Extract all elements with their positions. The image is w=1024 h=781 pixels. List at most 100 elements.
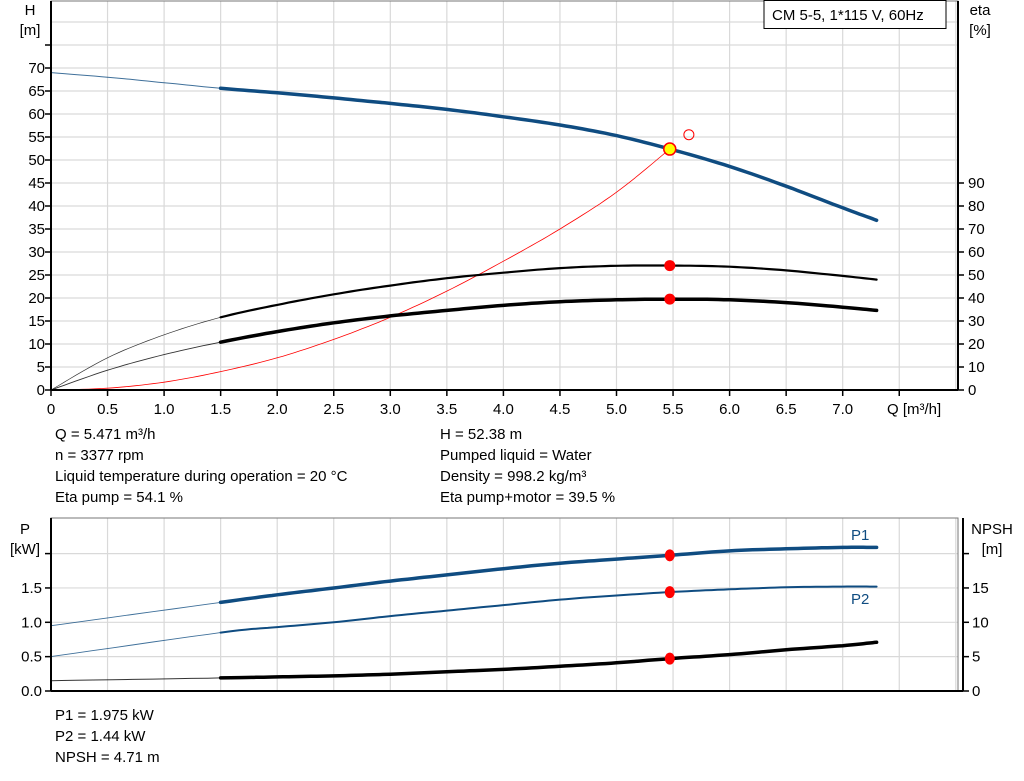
top-grid	[51, 1, 958, 390]
p-tick-label: 1.0	[21, 614, 42, 631]
h-axis-name: H	[25, 2, 36, 19]
eta-tick-label: 70	[968, 221, 985, 238]
h-tick-label: 40	[28, 198, 45, 215]
npsh-tick-label: 5	[972, 649, 980, 666]
h-tick-label: 50	[28, 152, 45, 169]
npsh-duty-marker	[664, 652, 675, 665]
p2-duty-marker	[664, 586, 675, 599]
head-curve-extrapolated	[50, 72, 221, 89]
h-tick-label: 45	[28, 175, 45, 192]
eta-tick-label: 0	[968, 382, 976, 399]
eta-pump-motor-duty-marker	[664, 293, 676, 305]
chart-title: CM 5-5, 1*115 V, 60Hz	[772, 7, 924, 24]
info-pumped-liquid: Pumped liquid = Water	[440, 447, 592, 464]
p1-series-label: P1	[851, 527, 869, 544]
x-tick-label: 0.5	[97, 401, 118, 418]
eta-pump-motor-curve-extrapolated	[50, 341, 221, 391]
eta-pump-motor-curve	[218, 297, 879, 344]
x-tick-label: 2.0	[267, 401, 288, 418]
info-flow: Q = 5.471 m³/h	[55, 426, 156, 443]
info-bottom: P1 = 1.975 kW P2 = 1.44 kW NPSH = 4.71 m	[55, 705, 160, 768]
info-eta-pump-motor: Eta pump+motor = 39.5 %	[440, 489, 616, 506]
p-tick-label: 1.5	[21, 580, 42, 597]
info-p2: P2 = 1.44 kW	[55, 728, 146, 745]
legend-box: CM 5-5, 1*115 V, 60Hz	[763, 0, 947, 29]
info-p1: P1 = 1.975 kW	[55, 707, 154, 724]
h-tick-label: 65	[28, 83, 45, 100]
p-axis-name: P	[20, 521, 30, 538]
h-tick-label: 30	[28, 244, 45, 261]
eta-tick-label: 20	[968, 336, 985, 353]
info-left: Q = 5.471 m³/h n = 3377 rpm Liquid tempe…	[55, 424, 347, 508]
h-tick-label: 0	[37, 382, 45, 399]
duty-point-marker	[663, 142, 677, 156]
q-axis-label: Q [m³/h]	[887, 401, 941, 418]
info-head: H = 52.38 m	[440, 426, 523, 443]
npsh-curve	[218, 640, 879, 680]
requested-point-marker	[683, 129, 695, 141]
npsh-curve-extrapolated	[50, 677, 221, 682]
info-npsh: NPSH = 4.71 m	[55, 749, 160, 766]
h-tick-label: 15	[28, 313, 45, 330]
h-tick-label: 25	[28, 267, 45, 284]
eta-tick-label: 90	[968, 175, 985, 192]
h-tick-label: 35	[28, 221, 45, 238]
eta-axis-name: eta	[970, 2, 992, 19]
h-tick-label: 20	[28, 290, 45, 307]
x-tick-label: 1.0	[154, 401, 175, 418]
p-axis-unit: [kW]	[10, 541, 40, 558]
p1-curve	[218, 545, 879, 605]
x-tick-label: 4.5	[550, 401, 571, 418]
tick-labels: 0 0.5 1.0 1.5 2.0 2.5 3.0 3.5 4.0 4.5 5.0 5.5 6.0 6.5…	[21, 60, 989, 700]
npsh-axis-name: NPSH	[971, 521, 1013, 538]
info-liquid-temperature: Liquid temperature during operation = 20…	[55, 468, 348, 485]
h-tick-label: 60	[28, 106, 45, 123]
bottom-grid	[51, 518, 958, 691]
x-tick-label: 5.0	[606, 401, 627, 418]
eta-pump-curve-extrapolated	[50, 316, 221, 391]
axes	[45, 0, 969, 692]
eta-tick-label: 10	[968, 359, 985, 376]
x-tick-label: 3.0	[380, 401, 401, 418]
p2-curve	[219, 585, 878, 634]
info-eta-pump: Eta pump = 54.1 %	[55, 489, 183, 506]
x-tick-label: 0	[47, 401, 55, 418]
info-right: H = 52.38 m Pumped liquid = Water Densit…	[440, 424, 615, 508]
h-tick-label: 55	[28, 129, 45, 146]
curves	[50, 72, 879, 682]
x-tick-label: 1.5	[210, 401, 231, 418]
info-density: Density = 998.2 kg/m³	[440, 468, 587, 485]
h-tick-label: 5	[37, 359, 45, 376]
p-tick-label: 0.0	[21, 683, 42, 700]
h-tick-label: 10	[28, 336, 45, 353]
p1-curve-extrapolated	[50, 601, 221, 627]
p2-curve-extrapolated	[50, 632, 221, 658]
info-speed: n = 3377 rpm	[55, 447, 144, 464]
h-axis-unit: [m]	[20, 22, 41, 39]
system-curve	[50, 148, 671, 391]
eta-tick-label: 80	[968, 198, 985, 215]
x-tick-label: 2.5	[323, 401, 344, 418]
npsh-tick-label: 15	[972, 580, 989, 597]
top-plot-frame	[50, 0, 959, 391]
eta-axis-unit: [%]	[969, 22, 991, 39]
x-tick-label: 5.5	[663, 401, 684, 418]
npsh-axis-unit: [m]	[982, 541, 1003, 558]
x-tick-label: 4.0	[493, 401, 514, 418]
x-tick-label: 3.5	[436, 401, 457, 418]
x-tick-label: 7.0	[832, 401, 853, 418]
p1-duty-marker	[664, 549, 675, 562]
eta-tick-label: 60	[968, 244, 985, 261]
npsh-tick-label: 10	[972, 614, 989, 631]
eta-tick-label: 40	[968, 290, 985, 307]
eta-pump-duty-marker	[664, 260, 676, 272]
eta-pump-curve	[219, 264, 878, 319]
head-curve	[218, 86, 879, 223]
eta-tick-label: 30	[968, 313, 985, 330]
x-tick-label: 6.5	[776, 401, 797, 418]
p-tick-label: 0.5	[21, 649, 42, 666]
eta-tick-label: 50	[968, 267, 985, 284]
p2-series-label: P2	[851, 591, 869, 608]
h-tick-label: 70	[28, 60, 45, 77]
